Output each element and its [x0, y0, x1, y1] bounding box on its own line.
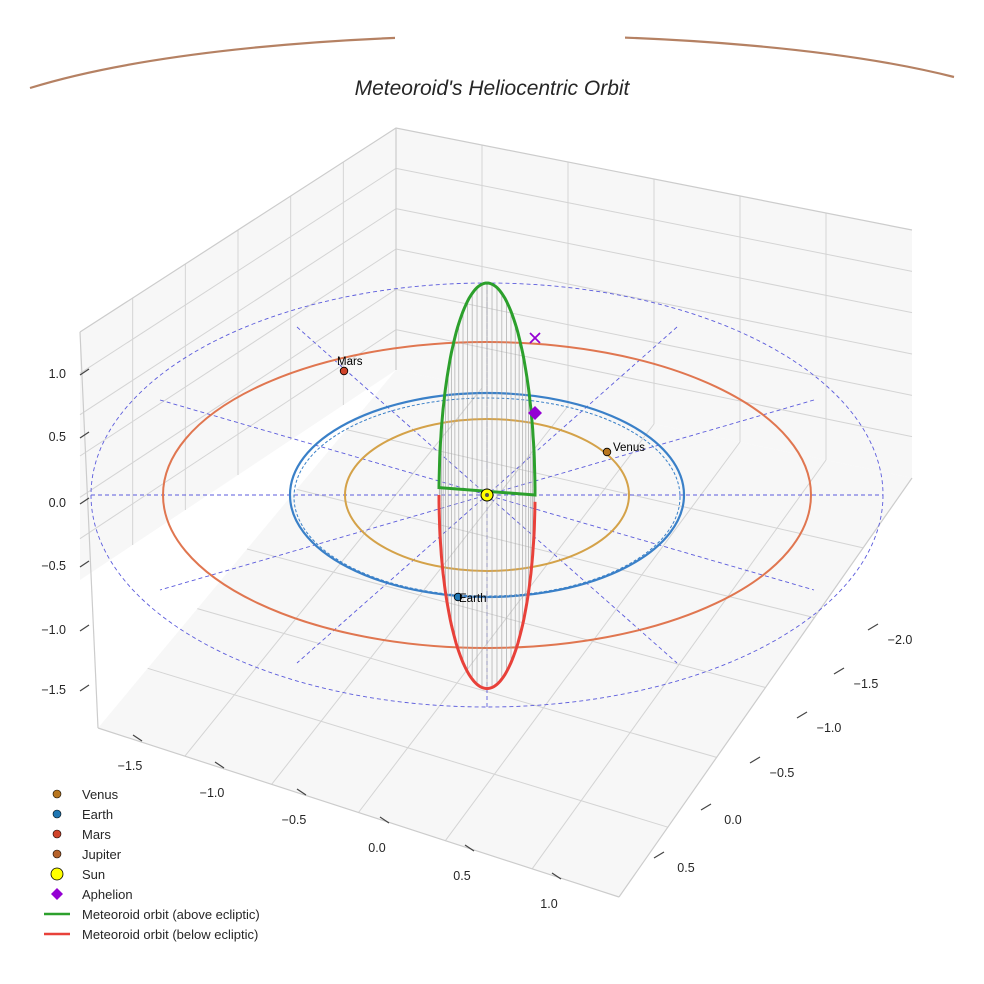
z-tick-label: 0.0: [49, 496, 66, 510]
legend-label: Sun: [82, 866, 106, 882]
sun-core: [485, 493, 489, 497]
legend-label: Mars: [82, 826, 111, 842]
legend-item: Mars: [40, 824, 260, 844]
legend-label: Earth: [82, 806, 114, 822]
z-tick-label: 1.0: [49, 367, 66, 381]
z-tick-label: 0.5: [49, 430, 66, 444]
legend-swatch: [40, 824, 74, 844]
legend-item: Jupiter: [40, 844, 260, 864]
axis-ticks: 1.0 0.5 0.0 −0.5 −1.0 −1.5 −1.5 −1.0 −0.5 0.0 0.5 1…: [41, 367, 912, 911]
venus-marker: [602, 447, 612, 457]
legend-item: Meteoroid orbit (above ecliptic): [40, 904, 260, 924]
legend-label: Venus: [82, 786, 119, 802]
legend-swatch: [40, 864, 74, 884]
legend-label: Meteoroid orbit (below ecliptic): [82, 926, 259, 942]
y-tick-label: 0.5: [453, 869, 470, 883]
legend: Venus Earth Mars Jupiter Sun Aphelion Meteoroi…: [40, 784, 260, 944]
mars-label: Mars: [337, 356, 363, 368]
legend-item: Aphelion: [40, 884, 260, 904]
legend-swatch: [40, 924, 74, 944]
x-tick-label: 0.5: [677, 861, 694, 875]
aphelion-marker: [528, 406, 542, 420]
title-backdrop: [395, 20, 625, 42]
legend-swatch: [40, 804, 74, 824]
z-tick-label: −1.0: [41, 623, 66, 637]
y-tick-label: −0.5: [282, 813, 307, 827]
x-tick-label: 0.0: [724, 813, 741, 827]
pane-edges: [79, 127, 913, 898]
legend-item: Meteoroid orbit (below ecliptic): [40, 924, 260, 944]
legend-swatch: [40, 784, 74, 804]
x-tick-label: −1.5: [854, 677, 879, 691]
legend-item: Venus: [40, 784, 260, 804]
venus-label: Venus: [613, 442, 645, 454]
legend-label: Jupiter: [82, 846, 122, 862]
legend-label: Meteoroid orbit (above ecliptic): [82, 906, 260, 922]
earth-label: Earth: [459, 593, 487, 605]
meteoroid-orbit-below: [437, 495, 537, 691]
x-tick-label: −0.5: [770, 766, 795, 780]
x-tick-label: −2.0: [888, 633, 913, 647]
earth-marker: [453, 592, 463, 602]
legend-label: Aphelion: [82, 886, 133, 902]
legend-swatch: [40, 904, 74, 924]
y-tick-label: 0.0: [368, 841, 385, 855]
chart-title: Meteoroid's Heliocentric Orbit: [355, 77, 631, 100]
y-tick-label: −1.0: [200, 786, 225, 800]
legend-item: Earth: [40, 804, 260, 824]
z-tick-label: −0.5: [41, 559, 66, 573]
y-tick-label: −1.5: [118, 759, 143, 773]
mars-marker: [339, 366, 349, 376]
legend-item: Sun: [40, 864, 260, 884]
x-tick-label: −1.0: [817, 721, 842, 735]
aphelion-projection-x-marker: [529, 332, 541, 344]
legend-swatch: [40, 884, 74, 904]
legend-swatch: [40, 844, 74, 864]
z-tick-label: −1.5: [41, 683, 66, 697]
floor-pane: [98, 370, 912, 897]
y-tick-label: 1.0: [540, 897, 557, 911]
meteoroid-orbit-above: [437, 281, 537, 497]
